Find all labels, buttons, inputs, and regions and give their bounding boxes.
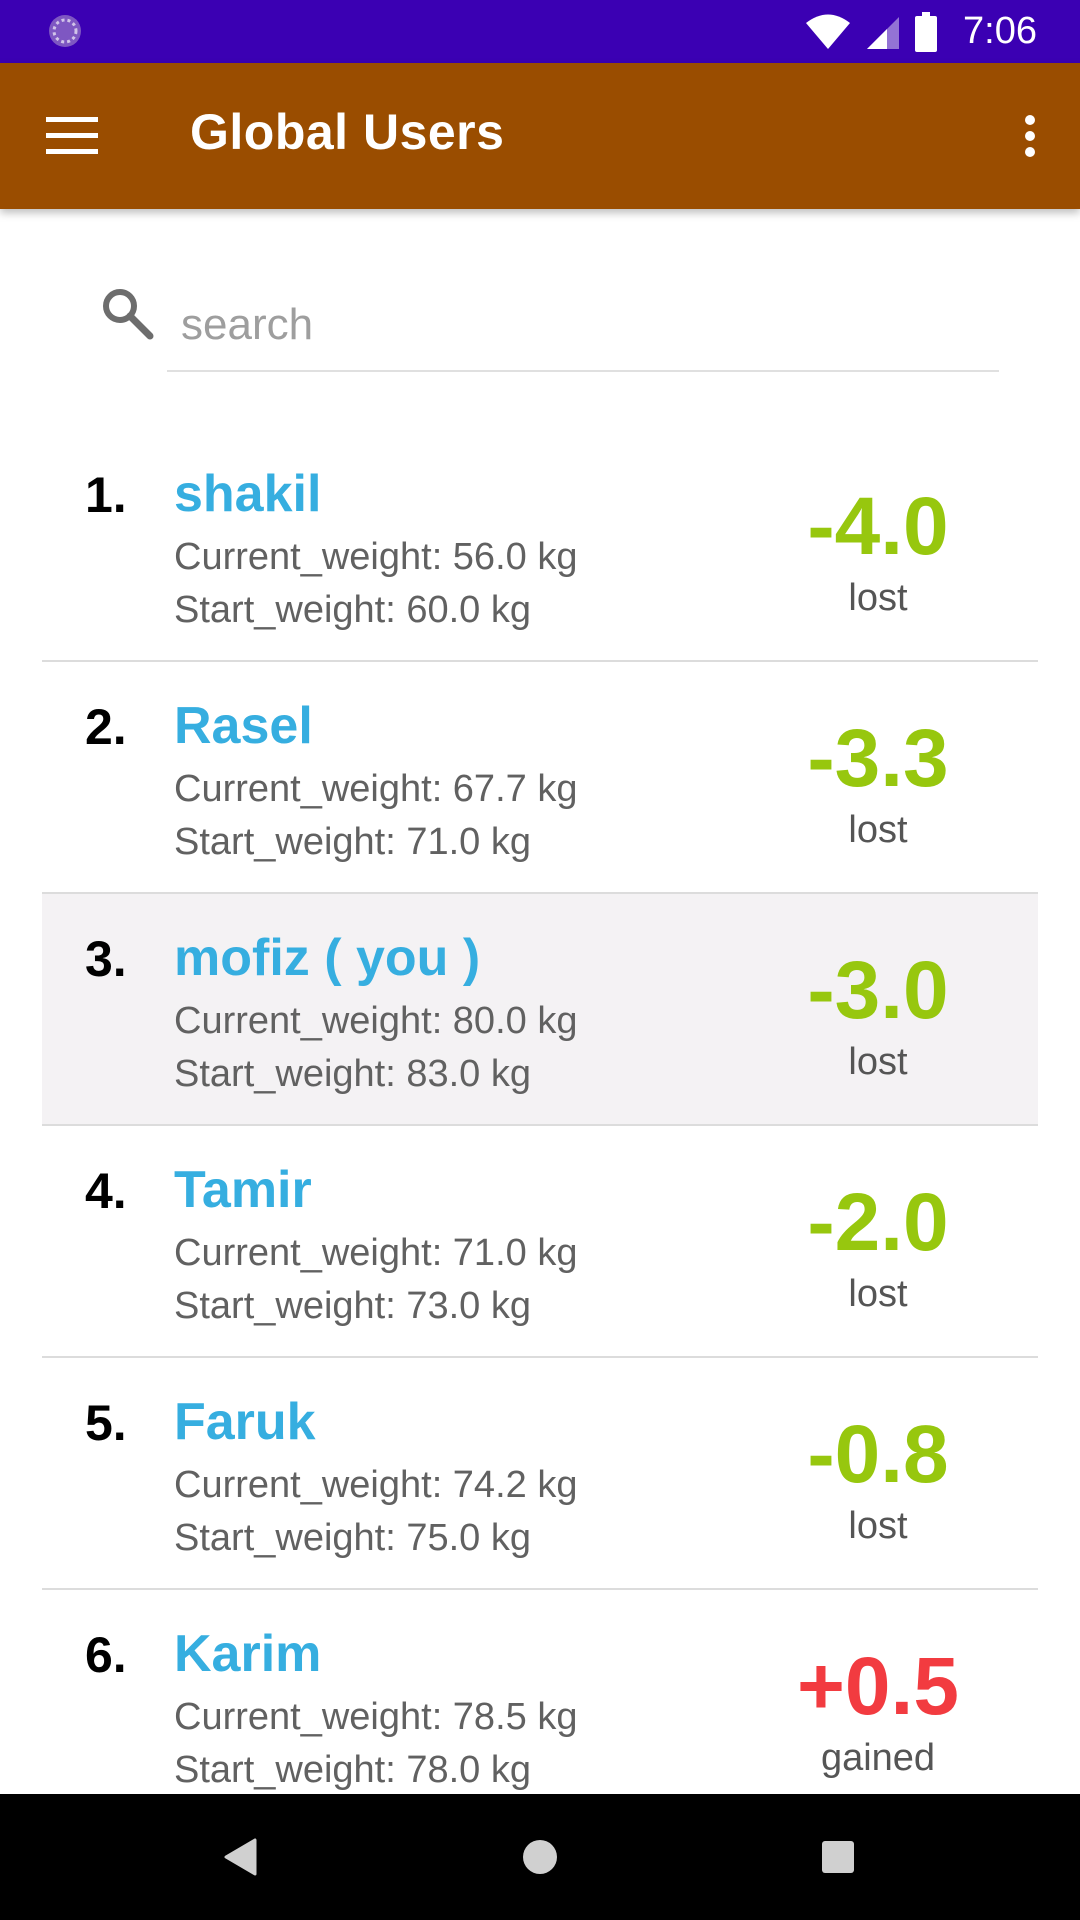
user-name: Karim [174, 1625, 322, 1683]
start-weight: Start_weight: 71.0 kg [174, 821, 531, 863]
current-weight: Current_weight: 78.5 kg [174, 1696, 578, 1738]
start-weight: Start_weight: 75.0 kg [174, 1517, 531, 1559]
user-name: Tamir [174, 1161, 312, 1219]
start-weight: Start_weight: 83.0 kg [174, 1053, 531, 1095]
back-icon [224, 1838, 257, 1876]
list-item[interactable]: 1. shakil Current_weight: 56.0 kg Start_… [42, 430, 1038, 662]
user-name: mofiz ( you ) [174, 929, 481, 987]
recents-button[interactable] [798, 1817, 878, 1897]
back-button[interactable] [200, 1817, 280, 1897]
search-icon [103, 289, 154, 340]
weight-change-label: lost [848, 1041, 908, 1083]
weight-change: -3.0 [807, 945, 949, 1036]
current-weight: Current_weight: 56.0 kg [174, 536, 578, 578]
menu-icon [46, 117, 98, 154]
rank: 2. [85, 699, 127, 755]
user-name: shakil [174, 465, 322, 523]
notification-icon [49, 15, 81, 47]
list-item[interactable]: 5. Faruk Current_weight: 74.2 kg Start_w… [42, 1358, 1038, 1590]
current-weight: Current_weight: 80.0 kg [174, 1000, 578, 1042]
overflow-menu-button[interactable] [990, 96, 1070, 176]
navigation-bar [0, 1794, 1080, 1920]
weight-change-label: lost [848, 1505, 908, 1547]
user-name: Faruk [174, 1393, 316, 1451]
current-weight: Current_weight: 71.0 kg [174, 1232, 578, 1274]
weight-change: -4.0 [807, 481, 949, 572]
signal-icon [867, 16, 900, 49]
rank: 4. [85, 1163, 127, 1219]
status-icons: 7:06 [805, 0, 1037, 63]
weight-change-label: lost [848, 809, 908, 851]
status-time: 7:06 [963, 10, 1037, 52]
page-title: Global Users [190, 104, 505, 160]
list-item[interactable]: 2. Rasel Current_weight: 67.7 kg Start_w… [42, 662, 1038, 894]
rank: 1. [85, 467, 127, 523]
weight-change-label: lost [848, 1273, 908, 1315]
current-weight: Current_weight: 74.2 kg [174, 1464, 578, 1506]
rank: 5. [85, 1395, 127, 1451]
start-weight: Start_weight: 78.0 kg [174, 1749, 531, 1791]
list-item[interactable]: 6. Karim Current_weight: 78.5 kg Start_w… [42, 1590, 1038, 1794]
search-bar [92, 280, 1017, 380]
home-button[interactable] [500, 1817, 580, 1897]
home-icon [523, 1840, 557, 1874]
recents-icon [822, 1841, 854, 1873]
search-input[interactable] [167, 280, 999, 372]
user-list: 1. shakil Current_weight: 56.0 kg Start_… [42, 430, 1038, 1794]
list-item-current-user[interactable]: 3. mofiz ( you ) Current_weight: 80.0 kg… [42, 894, 1038, 1126]
current-weight: Current_weight: 67.7 kg [174, 768, 578, 810]
rank: 3. [85, 931, 127, 987]
user-name: Rasel [174, 697, 313, 755]
list-item[interactable]: 4. Tamir Current_weight: 71.0 kg Start_w… [42, 1126, 1038, 1358]
weight-change: -2.0 [807, 1177, 949, 1268]
wifi-icon [806, 14, 851, 49]
battery-icon [915, 11, 938, 52]
weight-change: +0.5 [797, 1641, 959, 1732]
weight-change: -0.8 [807, 1409, 949, 1500]
start-weight: Start_weight: 60.0 kg [174, 589, 531, 631]
weight-change-label: gained [820, 1737, 936, 1779]
menu-button[interactable] [24, 96, 120, 176]
weight-change-label: lost [848, 577, 908, 619]
overflow-icon [1025, 115, 1035, 157]
rank: 6. [85, 1627, 127, 1683]
weight-change: -3.3 [807, 713, 949, 804]
app-bar: Global Users [0, 63, 1080, 209]
start-weight: Start_weight: 73.0 kg [174, 1285, 531, 1327]
status-bar: 7:06 [0, 0, 1080, 63]
